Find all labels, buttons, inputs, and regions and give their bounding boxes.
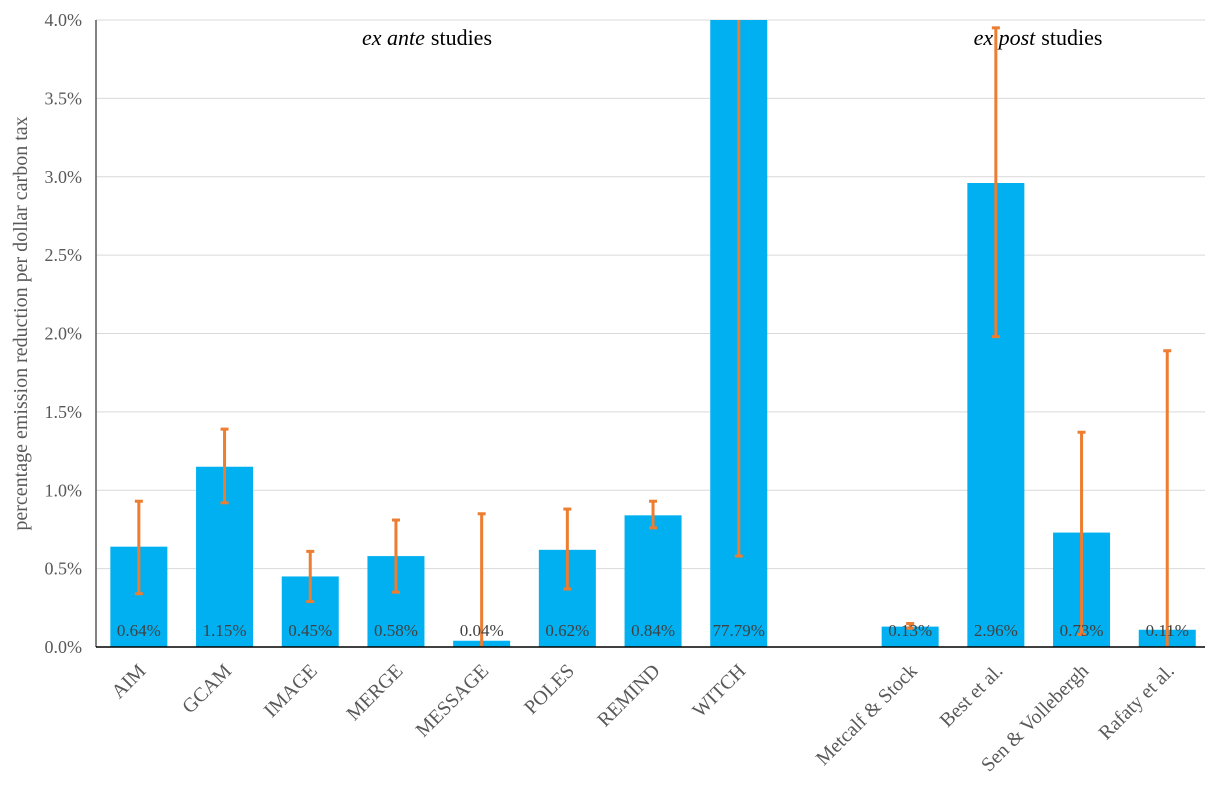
data-label: 0.58% — [374, 621, 418, 640]
y-tick-label: 2.5% — [45, 245, 83, 265]
x-tick-label: MESSAGE — [412, 660, 494, 742]
x-axis-category-labels: AIM GCAM IMAGE MERGE MESSAGE POLES REMIND WITCH… — [107, 660, 1178, 776]
data-label: 0.13% — [888, 621, 932, 640]
y-tick-label: 1.5% — [45, 402, 83, 422]
y-tick-label: 4.0% — [45, 10, 83, 30]
y-tick-label: 0.5% — [45, 559, 83, 579]
data-label: 0.11% — [1146, 621, 1189, 640]
bar — [881, 626, 939, 647]
x-tick-label: GCAM — [178, 660, 236, 718]
group-label-ex-ante-italic: ex ante — [362, 25, 425, 50]
data-label: 1.15% — [203, 621, 247, 640]
data-label: 77.79% — [713, 621, 765, 640]
x-tick-label: REMIND — [593, 660, 664, 731]
group-label-ex-ante-rest: studies — [431, 25, 492, 50]
data-label: 0.45% — [288, 621, 332, 640]
group-label-ex-post-rest: studies — [1041, 25, 1102, 50]
y-tick-label: 0.0% — [45, 637, 83, 657]
error-bars — [134, 20, 1172, 647]
data-label: 0.73% — [1060, 621, 1104, 640]
data-label: 2.96% — [974, 621, 1018, 640]
y-tick-label: 1.0% — [45, 480, 83, 500]
x-tick-label: AIM — [107, 660, 150, 703]
data-label: 0.04% — [460, 621, 504, 640]
data-label: 0.64% — [117, 621, 161, 640]
y-tick-label: 3.0% — [45, 167, 83, 187]
y-tick-label: 3.5% — [45, 88, 83, 108]
x-tick-label: Metcalf & Stock — [812, 660, 922, 770]
x-tick-label: POLES — [520, 660, 579, 719]
gridlines — [96, 19, 1205, 570]
x-tick-label: Best et al. — [936, 660, 1008, 732]
data-label: 0.84% — [631, 621, 675, 640]
bars — [110, 20, 1196, 647]
y-axis-tick-labels: 0.0% 0.5% 1.0% 1.5% 2.0% 2.5% 3.0% 3.5% 4.0% — [45, 10, 83, 657]
bar — [624, 515, 682, 647]
x-tick-label: Rafaty et al. — [1095, 660, 1179, 744]
data-labels: 0.64% 1.15% 0.45% 0.58% 0.04% 0.62% 0.84% 77.79… — [117, 621, 1189, 640]
group-label-ex-post: ex post studies — [974, 25, 1103, 50]
group-label-ex-ante: ex ante studies — [362, 25, 492, 50]
y-tick-label: 2.0% — [45, 324, 83, 344]
data-label: 0.62% — [545, 621, 589, 640]
x-tick-label: MERGE — [342, 660, 407, 725]
x-tick-label: WITCH — [688, 660, 750, 722]
group-label-ex-post-italic: ex post — [974, 25, 1037, 50]
x-tick-label: IMAGE — [260, 660, 322, 722]
y-axis-label: percentage emission reduction per dollar… — [10, 116, 32, 530]
